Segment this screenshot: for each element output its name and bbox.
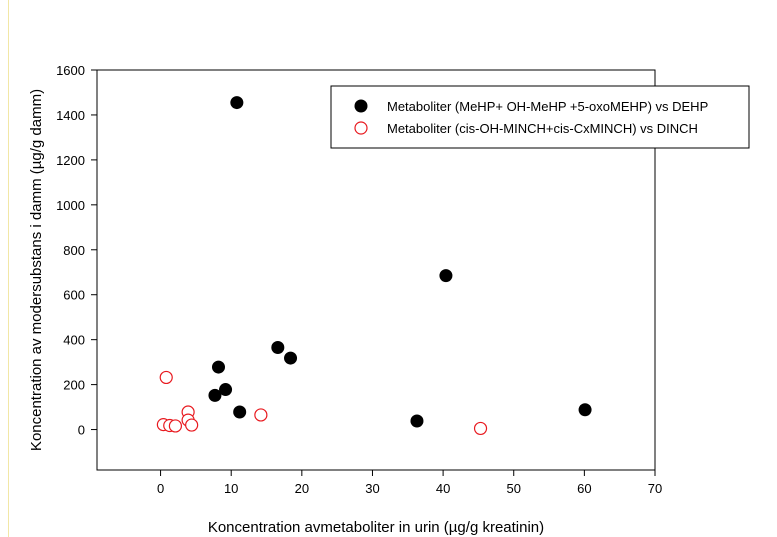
y-tick-label: 1600 — [56, 63, 85, 78]
x-tick-label: 20 — [295, 481, 309, 496]
x-tick-label: 10 — [224, 481, 238, 496]
x-tick-label: 60 — [577, 481, 591, 496]
x-tick-label: 30 — [365, 481, 379, 496]
data-point-dehp — [578, 403, 592, 417]
data-point-dehp — [233, 405, 247, 419]
data-point-dinch — [185, 418, 199, 432]
y-tick-label: 200 — [63, 378, 85, 393]
plot-frame — [96, 69, 656, 471]
legend: Metaboliter (MeHP+ OH-MeHP +5-oxoMEHP) v… — [330, 85, 750, 149]
data-point-dehp — [271, 341, 285, 355]
data-point-dehp — [284, 351, 298, 365]
data-point-dehp — [230, 96, 244, 110]
data-point-dinch — [168, 419, 183, 433]
y-tick-label: 1200 — [56, 153, 85, 168]
data-point-dehp — [410, 414, 424, 428]
x-axis-title: Koncentration avmetaboliter in urin (µg/… — [208, 519, 544, 536]
data-points — [156, 96, 592, 436]
x-axis: 0 10 20 30 40 50 60 70 — [157, 470, 662, 496]
y-tick-label: 1000 — [56, 198, 85, 213]
data-point-dinch — [254, 408, 268, 422]
x-tick-label: 50 — [506, 481, 520, 496]
legend-label-dinch: Metaboliter (cis-OH-MINCH+cis-CxMINCH) v… — [387, 121, 698, 136]
page-edge-line — [8, 0, 9, 537]
legend-marker-dehp — [354, 99, 368, 113]
y-tick-label: 400 — [63, 333, 85, 348]
y-tick-label: 800 — [63, 243, 85, 258]
legend-marker-dinch — [354, 121, 368, 135]
data-point-dinch — [159, 370, 173, 385]
data-point-dinch — [473, 421, 488, 436]
data-point-dehp — [208, 388, 222, 402]
legend-label-dehp: Metaboliter (MeHP+ OH-MeHP +5-oxoMEHP) v… — [387, 99, 708, 114]
y-tick-label: 600 — [63, 288, 85, 303]
y-axis: 0 200 400 600 800 1000 1200 1400 1600 — [56, 63, 97, 438]
x-tick-label: 70 — [648, 481, 662, 496]
x-tick-label: 0 — [157, 481, 164, 496]
data-point-dehp — [439, 269, 453, 283]
legend-box — [330, 85, 750, 149]
y-tick-label: 1400 — [56, 108, 85, 123]
y-axis-title: Koncentration av modersubstans i damm (µ… — [28, 89, 45, 451]
x-tick-label: 40 — [436, 481, 450, 496]
data-point-dehp — [211, 360, 225, 374]
data-point-dehp — [219, 383, 233, 397]
y-tick-label: 0 — [78, 423, 85, 438]
